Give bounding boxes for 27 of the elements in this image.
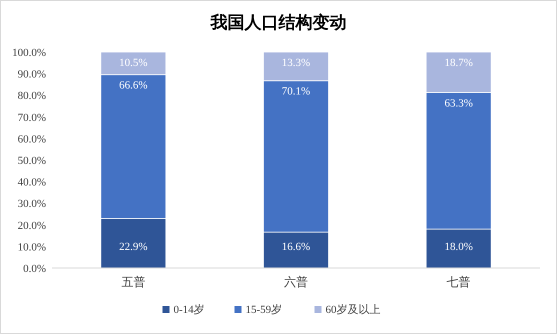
y-tick-label: 0.0% [23,263,46,275]
chart-title: 我国人口结构变动 [210,13,346,32]
data-label: 22.9% [119,241,148,253]
y-tick-label: 30.0% [18,198,46,210]
data-label: 10.5% [119,57,148,69]
y-tick-label: 50.0% [18,155,46,167]
y-tick-label: 90.0% [18,68,46,81]
x-tick-label: 六普 [284,275,308,289]
legend-label: 60岁及以上 [326,303,380,316]
data-label: 13.3% [282,57,310,69]
data-label: 70.1% [282,86,310,98]
x-tick-label: 七普 [446,275,471,289]
legend-label: 0-14岁 [174,304,205,316]
y-tick-label: 60.0% [18,133,46,146]
y-tick-label: 10.0% [18,241,46,254]
data-label: 18.7% [444,57,473,69]
data-label: 63.3% [444,97,473,110]
legend-label: 15-59岁 [246,304,282,316]
y-tick-label: 20.0% [18,220,46,232]
x-tick-label: 五普 [121,275,146,289]
data-label: 18.0% [444,241,473,253]
y-tick-label: 100.0% [12,47,46,59]
data-label: 66.6% [119,80,148,92]
y-tick-label: 40.0% [18,176,46,189]
y-tick-label: 70.0% [18,112,46,124]
data-label: 16.6% [282,241,310,253]
y-tick-label: 80.0% [18,90,46,102]
